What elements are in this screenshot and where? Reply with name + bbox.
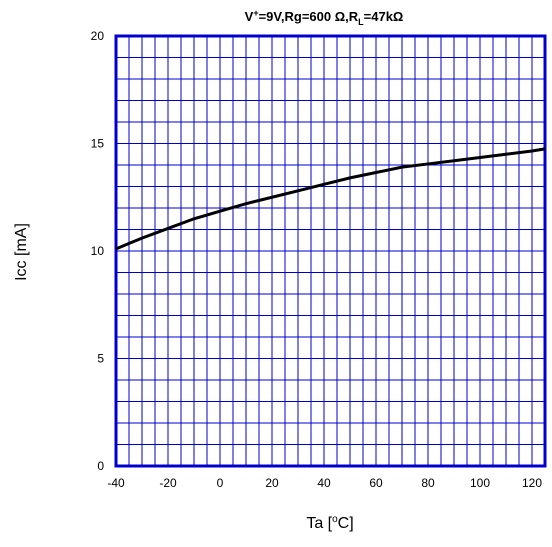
x-tick-label: 80 <box>421 476 435 490</box>
y-tick-labels: 0 5 10 15 20 <box>91 29 105 473</box>
y-tick-label: 10 <box>91 244 105 258</box>
x-tick-labels: -40 -20 0 20 40 60 80 100 120 <box>107 476 542 490</box>
y-tick-label: 15 <box>91 137 105 151</box>
x-tick-label: 40 <box>317 476 331 490</box>
plot-frame <box>114 34 547 468</box>
x-tick-label: 20 <box>265 476 279 490</box>
y-axis-label: Icc [mA] <box>13 223 30 281</box>
x-tick-label: 0 <box>217 476 224 490</box>
x-tick-label: -20 <box>159 476 177 490</box>
chart-grid <box>115 35 546 467</box>
x-tick-label: -40 <box>107 476 125 490</box>
y-tick-label: 0 <box>97 459 104 473</box>
y-tick-label: 5 <box>97 352 104 366</box>
x-axis-label: Ta [oC] <box>306 514 353 532</box>
x-tick-label: 60 <box>369 476 383 490</box>
x-tick-label: 100 <box>470 476 490 490</box>
chart-title: V+=9V,Rg=600 Ω,RL=47kΩ <box>245 8 404 27</box>
y-tick-label: 20 <box>91 29 105 43</box>
series-line-icc <box>115 147 546 251</box>
x-tick-label: 120 <box>522 476 542 490</box>
